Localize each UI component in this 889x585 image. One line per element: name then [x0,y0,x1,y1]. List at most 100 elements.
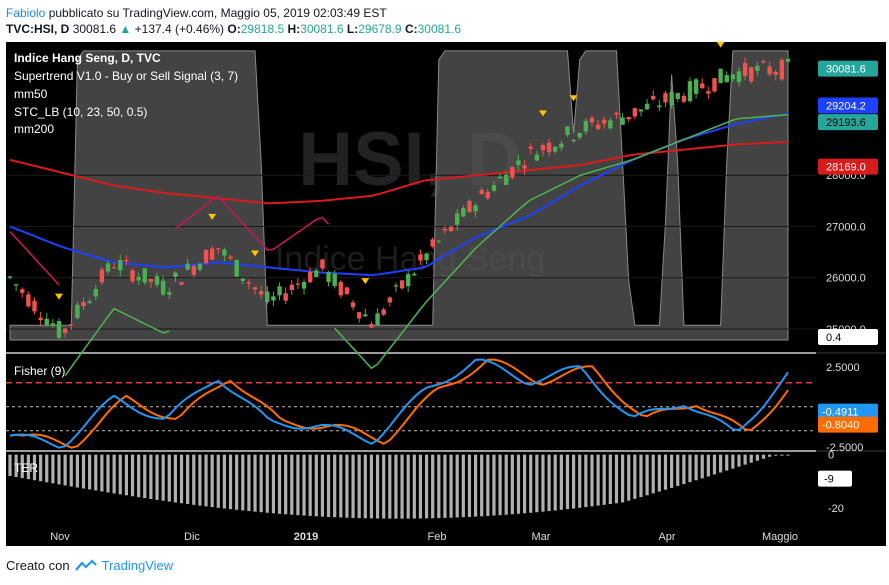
ter-label[interactable]: TER [14,461,38,475]
time-axis[interactable] [6,524,886,546]
ter-bar [614,454,619,504]
candle-body [577,133,582,138]
candle-body [553,146,558,152]
ter-bar [688,454,692,483]
ter-bar [118,454,122,495]
ter-bar [81,454,86,489]
ter-bar [63,454,67,486]
price-tag-label: 28169.0 [826,162,866,174]
candle-body [608,120,613,129]
legend-mm50[interactable]: mm50 [14,87,48,101]
ter-bar [571,454,576,509]
candle-body [602,119,607,124]
candle-body [675,93,680,99]
ter-bar [651,454,655,494]
ter-bar [382,454,386,519]
candle-body [399,280,405,289]
candle-body [173,272,178,277]
fisher-signal-line [9,358,789,449]
candle-body [62,328,68,334]
ter-bar [437,454,441,519]
ter-bar [516,454,521,514]
ter-bar [186,454,190,505]
candle-body [32,300,37,312]
ter-bar [608,454,612,505]
ter-bar [51,454,55,484]
fisher-label[interactable]: Fisher (9) [14,364,65,378]
candle-body [730,74,736,80]
candle-body [412,273,417,276]
candle-body [626,116,631,120]
candle-body [111,267,117,269]
time-tick-label: Feb [428,531,447,543]
candle-body [26,294,31,307]
ter-bar [449,454,453,518]
ter-bar [578,454,582,508]
ter-bar [204,454,208,507]
candle-body [571,139,576,142]
candle-body [497,176,503,179]
ter-bar [535,454,539,513]
author-link[interactable]: Fabiolo [6,6,46,20]
ter-bar [179,454,184,504]
ter-tick-label: -20 [828,503,844,515]
candle-body [461,208,466,217]
ter-bar [676,454,680,486]
ter-bar [143,454,147,499]
ter-bar [547,454,551,512]
ter-bar [284,454,288,515]
ter-bar [339,454,343,518]
ter-bar [418,454,423,519]
close-value: 30081.6 [417,22,462,36]
ter-bar [363,454,367,519]
ter-bar [75,454,79,488]
ter-bar [780,454,784,456]
ter-bar [786,454,790,456]
fisher-value-label: -0.8040 [822,420,859,432]
price-tag-bg [818,329,878,345]
legend-mm200[interactable]: mm200 [14,122,54,136]
ter-bar [39,454,43,482]
candle-body [638,109,644,112]
time-tick-label: Apr [658,531,675,543]
candle-body [81,302,86,307]
candle-body [442,228,448,231]
legend-stc[interactable]: STC_LB (10, 23, 50, 0.5) [14,105,147,119]
candle-body [344,287,350,295]
ter-bar [149,454,153,499]
supertrend-segment [9,231,60,286]
candle-body [528,146,533,149]
ter-bar [333,454,337,518]
legend-title[interactable]: Indice Hang Seng, D, TVC [14,51,161,65]
price-tag-label: 29204.2 [826,101,866,113]
ter-bar [584,454,588,508]
candle-body [50,323,56,326]
price-tag-label: 0.4 [826,332,841,344]
candle-body [136,276,141,281]
fisher-pane[interactable] [6,354,816,450]
ter-bar [112,454,116,494]
ter-bar [369,454,374,519]
candle-body [191,265,196,275]
ter-bar [670,454,674,488]
ter-bar [32,454,37,481]
legend-supertrend[interactable]: Supertrend V1.0 - Buy or Sell Signal (3,… [14,69,238,83]
price-tag-bg [818,60,878,77]
candle-body [681,95,687,102]
ter-bar [8,454,12,476]
candle-body [271,296,276,301]
sell-signal-marker [361,278,370,285]
candle-body [767,66,772,75]
ter-bar [302,454,306,516]
candle-body [485,191,491,199]
chart-svg[interactable]: HSI, D Indice Hang Seng Indice Hang Seng… [0,40,889,555]
candle-body [283,293,288,301]
supertrend-segment [64,307,170,377]
footer-brand[interactable]: TradingView [101,558,174,573]
price-tag-label: 30081.6 [826,64,866,76]
candle-body [651,95,656,100]
ter-bar [351,454,355,518]
ter-pane[interactable] [6,452,816,524]
candle-body [56,321,62,338]
ter-bar [510,454,514,515]
